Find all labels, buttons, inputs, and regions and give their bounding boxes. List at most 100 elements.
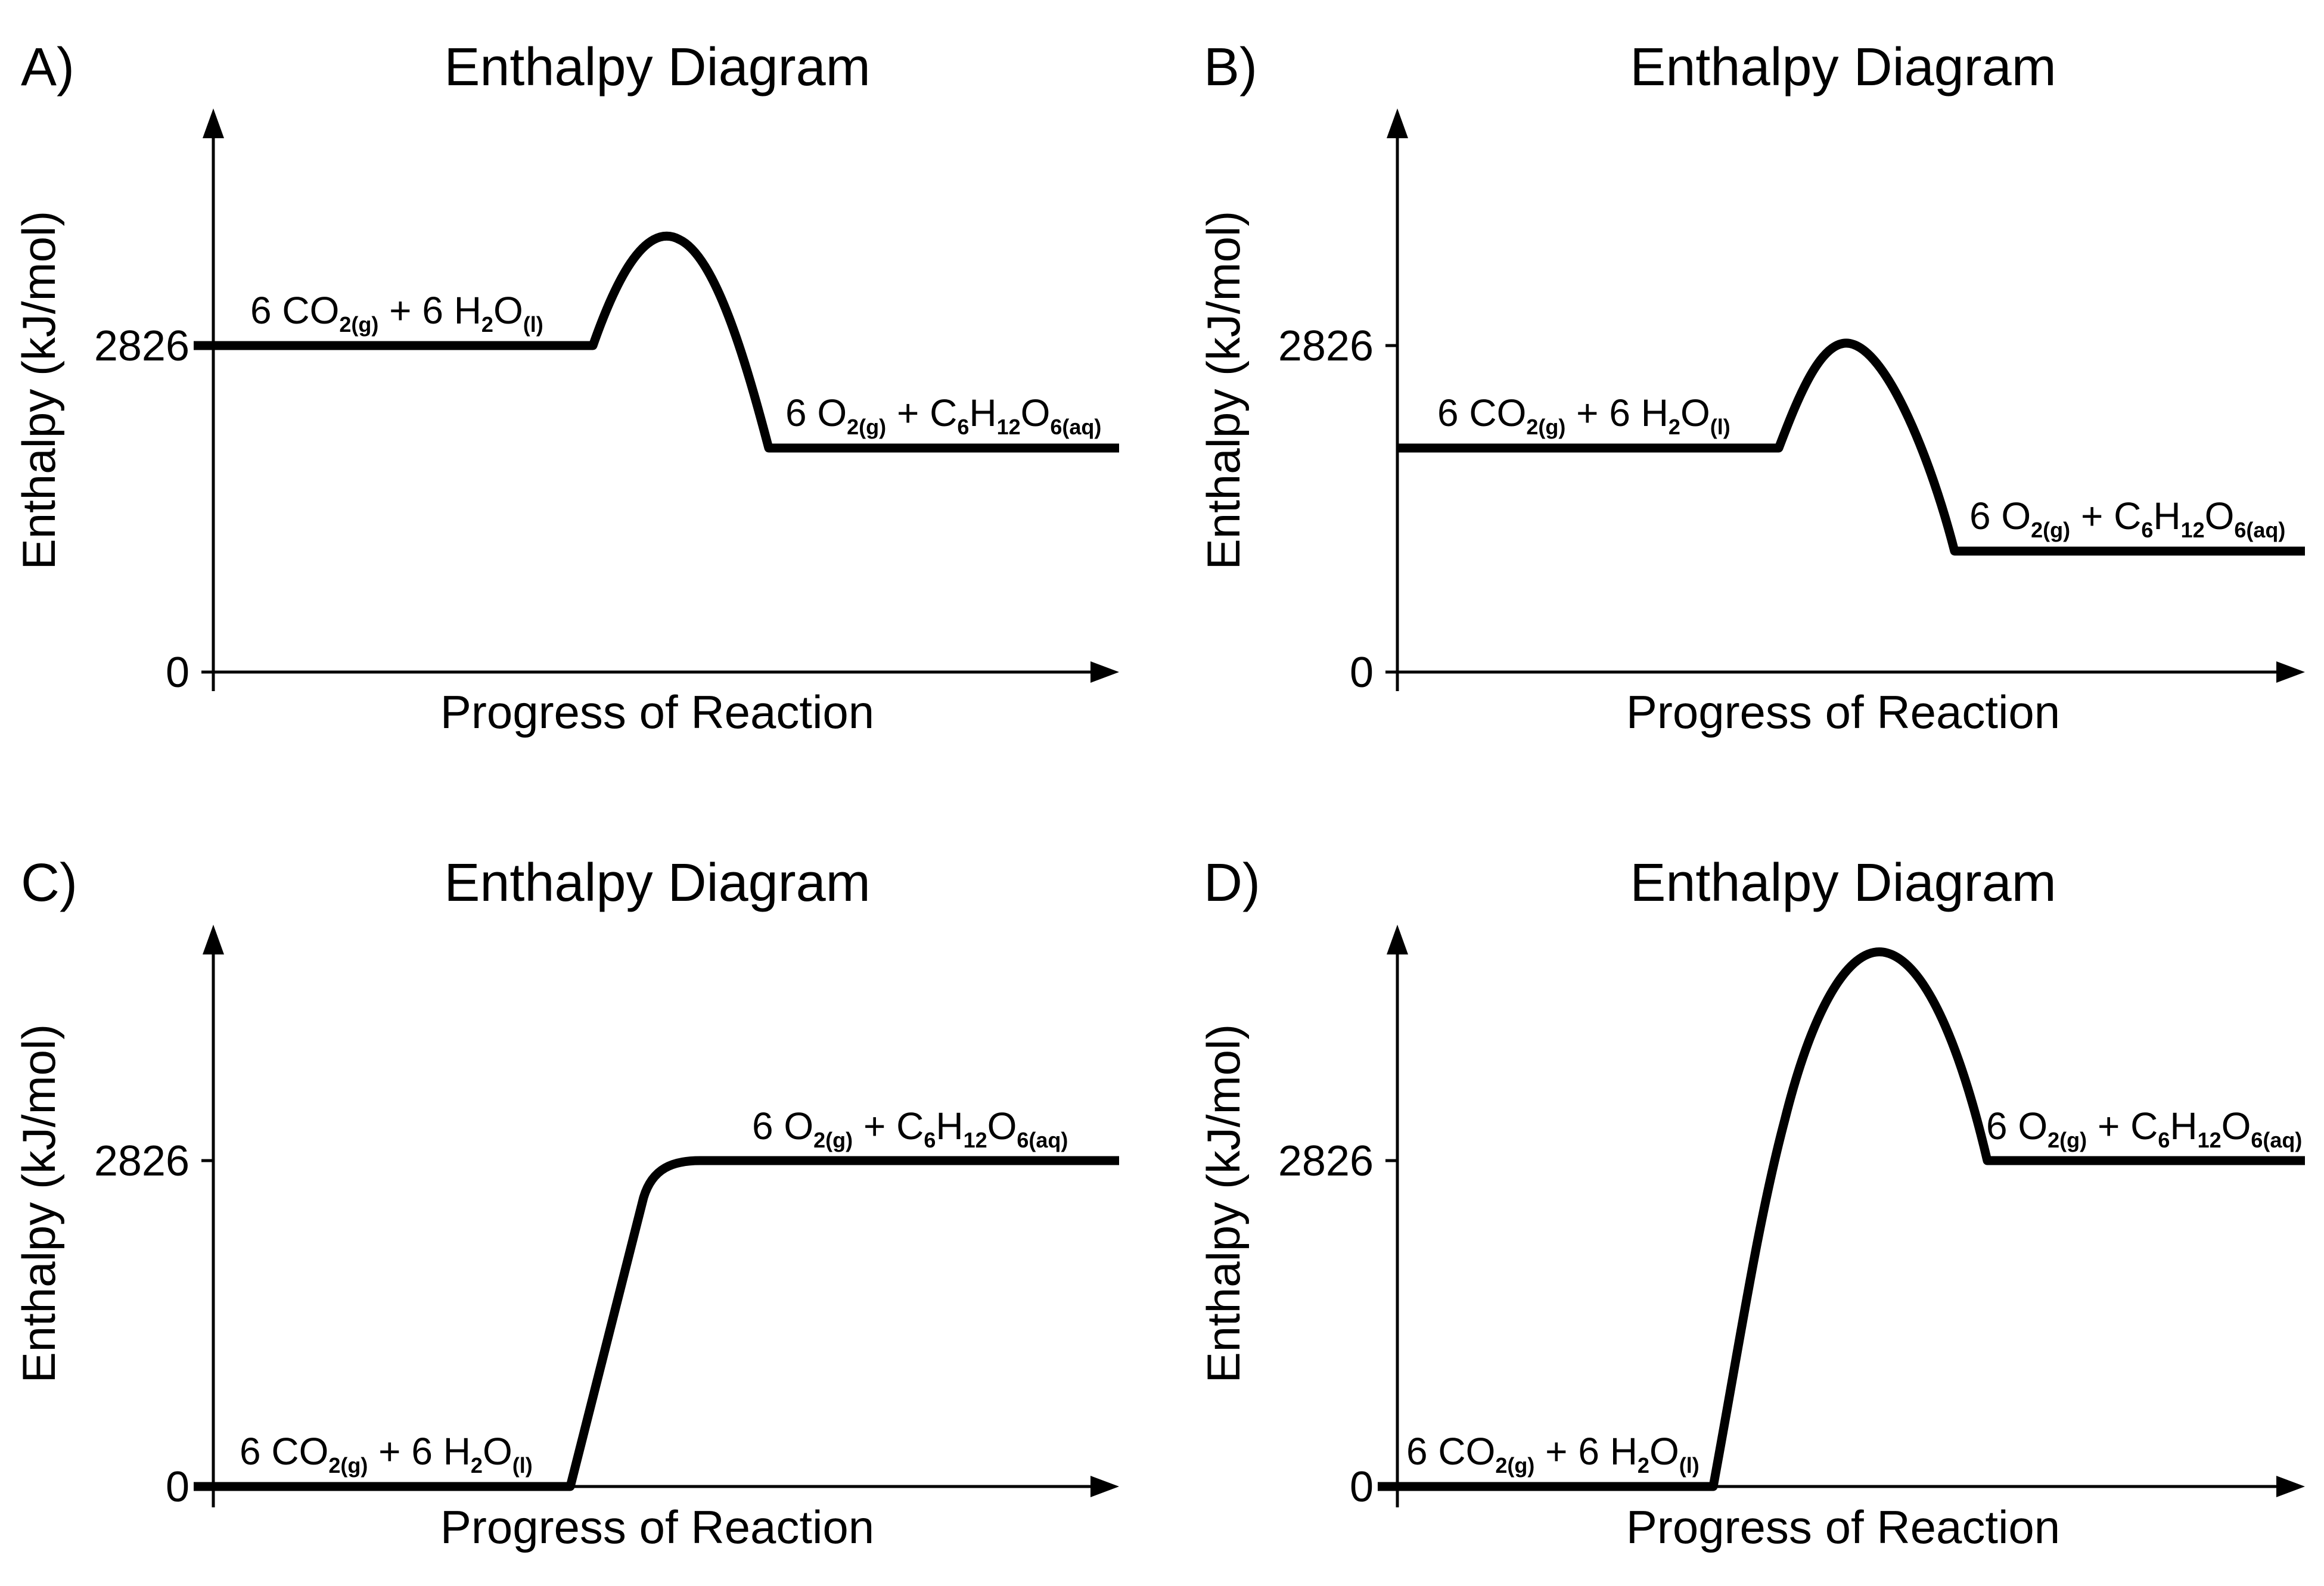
formula-subscript: 2(g) (813, 1128, 853, 1152)
panel-b-letter: B) (1204, 38, 1257, 97)
formula-subscript: 6 (2158, 1128, 2170, 1152)
panel-a-tick-label-0: 0 (166, 649, 189, 696)
formula-subscript: (l) (523, 312, 543, 337)
formula-text: 6 CO (240, 1430, 328, 1473)
formula-subscript: 2 (1638, 1453, 1649, 1478)
formula-text: + 6 H (368, 1430, 471, 1473)
formula-subscript: 2(g) (2048, 1128, 2087, 1152)
panel-b-reactants-label: 6 CO2(g) + 6 H2O(l) (1437, 391, 1730, 439)
panel-d-tick-label-2826: 2826 (1278, 1137, 1374, 1185)
formula-text: + 6 H (1565, 391, 1669, 434)
panel-d-tick-label-0: 0 (1350, 1463, 1374, 1511)
formula-subscript: 6(aq) (2251, 1128, 2302, 1152)
panel-a-tick-label-2826: 2826 (94, 322, 189, 370)
panel-a-x-axis-label: Progress of Reaction (440, 686, 874, 738)
panel-c: C) Enthalpy Diagram 2826 0 Enthalpy (kJ/… (13, 853, 1119, 1553)
panel-b-title: Enthalpy Diagram (1630, 38, 2056, 97)
panel-c-y-axis-arrow (203, 925, 224, 954)
panel-d-x-axis-arrow (2276, 1476, 2305, 1497)
panel-a-reactants-label: 6 CO2(g) + 6 H2O(l) (250, 289, 543, 337)
formula-text: + 6 H (378, 289, 481, 332)
formula-text: 6 O (1986, 1105, 2048, 1147)
formula-subscript: 12 (2198, 1128, 2222, 1152)
formula-subscript: 2(g) (2031, 518, 2070, 542)
formula-text: + C (2087, 1105, 2158, 1147)
formula-text: H (2153, 495, 2180, 537)
panel-d-y-axis-arrow (1387, 925, 1408, 954)
panel-b-y-axis-arrow (1387, 108, 1408, 138)
formula-subscript: 6(aq) (2234, 518, 2285, 542)
panel-b-products-label: 6 O2(g) + C6H12O6(aq) (1969, 495, 2285, 542)
panel-a-products-label: 6 O2(g) + C6H12O6(aq) (785, 391, 1101, 439)
formula-subscript: 2(g) (847, 415, 886, 439)
panel-c-letter: C) (21, 853, 77, 913)
formula-subscript: 2(g) (328, 1453, 368, 1478)
formula-subscript: (l) (1710, 415, 1730, 439)
formula-subscript: 6 (924, 1128, 936, 1152)
panel-d-products-label: 6 O2(g) + C6H12O6(aq) (1986, 1105, 2302, 1152)
panel-c-tick-label-0: 0 (166, 1463, 189, 1511)
formula-subscript: 12 (997, 415, 1021, 439)
panel-d-reactants-label: 6 CO2(g) + 6 H2O(l) (1406, 1430, 1699, 1478)
formula-text: O (2222, 1105, 2251, 1147)
panel-d-energy-curve (1378, 947, 2305, 1491)
formula-text: + 6 H (1534, 1430, 1638, 1473)
formula-text: 6 O (1969, 495, 2031, 537)
formula-text: 6 CO (1437, 391, 1526, 434)
panel-d-letter: D) (1204, 853, 1260, 913)
formula-subscript: 2 (481, 312, 493, 337)
formula-subscript: 2(g) (339, 312, 378, 337)
formula-text: H (2170, 1105, 2197, 1147)
formula-subscript: 6(aq) (1017, 1128, 1068, 1152)
panel-a-y-axis-arrow (203, 108, 224, 138)
formula-subscript: 6 (2141, 518, 2153, 542)
formula-subscript: 12 (964, 1128, 987, 1152)
formula-subscript: 6 (957, 415, 969, 439)
formula-subscript: 2(g) (1495, 1453, 1534, 1478)
panel-d: D) Enthalpy Diagram 2826 0 Enthalpy (kJ/… (1197, 853, 2305, 1553)
formula-text: O (2205, 495, 2235, 537)
formula-subscript: (l) (512, 1453, 533, 1478)
formula-text: O (483, 1430, 512, 1473)
panel-c-x-axis-label: Progress of Reaction (440, 1501, 874, 1553)
panel-d-y-axis-label: Enthalpy (kJ/mol) (1197, 1024, 1250, 1383)
panel-a-letter: A) (21, 38, 74, 97)
formula-subscript: 6(aq) (1050, 415, 1101, 439)
formula-text: H (969, 391, 996, 434)
panel-b-tick-label-2826: 2826 (1278, 322, 1374, 370)
formula-subscript: 2 (1669, 415, 1680, 439)
panel-c-energy-curve (194, 1156, 1119, 1491)
panel-d-x-axis-label: Progress of Reaction (1626, 1501, 2060, 1553)
panel-b-energy-curve (1397, 338, 2305, 556)
formula-text: 6 O (785, 391, 847, 434)
formula-text: + C (853, 1105, 924, 1147)
formula-text: O (987, 1105, 1017, 1147)
panel-b-y-axis-label: Enthalpy (kJ/mol) (1197, 211, 1250, 570)
panel-c-tick-label-2826: 2826 (94, 1137, 189, 1185)
panel-c-x-axis-arrow (1090, 1476, 1119, 1497)
panel-a-x-axis-arrow (1090, 661, 1119, 683)
panel-d-title: Enthalpy Diagram (1630, 853, 2056, 913)
formula-text: + C (2070, 495, 2141, 537)
formula-text: O (1021, 391, 1051, 434)
panel-a-title: Enthalpy Diagram (444, 38, 870, 97)
formula-subscript: (l) (1679, 1453, 1699, 1478)
formula-text: + C (886, 391, 957, 434)
panel-a-y-axis-label: Enthalpy (kJ/mol) (13, 211, 65, 570)
panel-c-products-label: 6 O2(g) + C6H12O6(aq) (752, 1105, 1068, 1152)
panel-b-x-axis-arrow (2276, 661, 2305, 683)
panel-a: A) Enthalpy Diagram 2826 0 Enthalpy (kJ/… (13, 38, 1119, 738)
panel-c-title: Enthalpy Diagram (444, 853, 870, 913)
panel-b-tick-label-0: 0 (1350, 649, 1374, 696)
panel-b-x-axis-label: Progress of Reaction (1626, 686, 2060, 738)
formula-text: H (936, 1105, 963, 1147)
formula-subscript: 2(g) (1526, 415, 1565, 439)
formula-text: O (1680, 391, 1710, 434)
formula-text: 6 CO (1406, 1430, 1495, 1473)
formula-subscript: 12 (2181, 518, 2205, 542)
panel-c-reactants-label: 6 CO2(g) + 6 H2O(l) (240, 1430, 533, 1478)
formula-text: 6 CO (250, 289, 339, 332)
formula-subscript: 2 (471, 1453, 483, 1478)
formula-text: O (493, 289, 523, 332)
